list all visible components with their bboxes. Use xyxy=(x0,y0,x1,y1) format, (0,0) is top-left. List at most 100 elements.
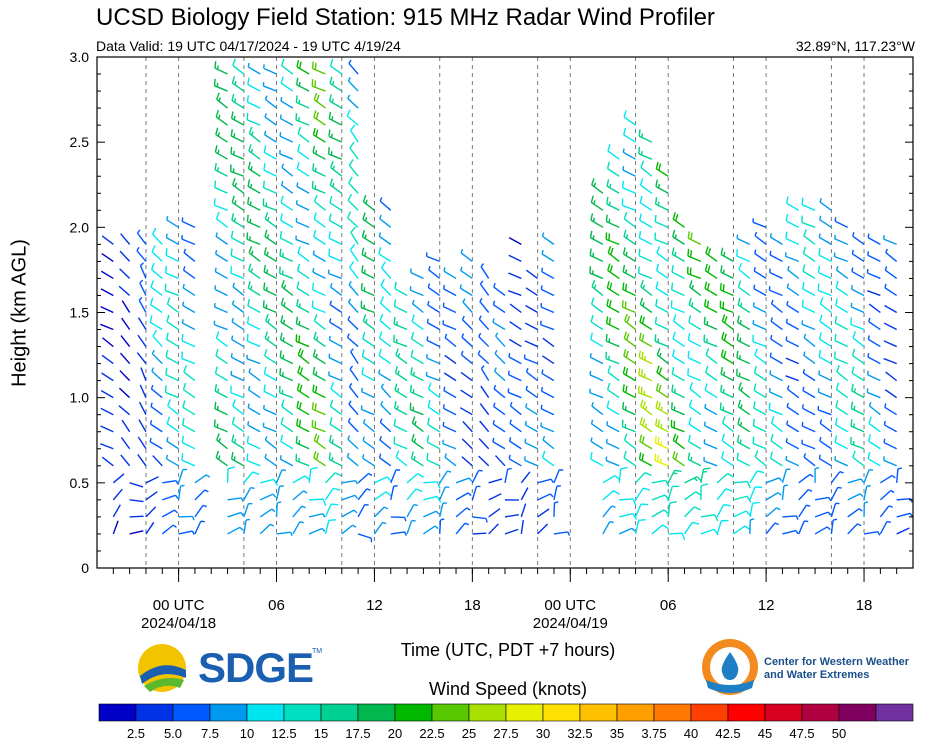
wind-barb xyxy=(537,478,552,484)
wind-barb-feather xyxy=(674,469,682,473)
legend-swatch xyxy=(283,703,322,722)
wind-barb-feather xyxy=(721,416,726,424)
wind-barb xyxy=(590,201,604,211)
wind-barb xyxy=(850,323,865,331)
wind-barb xyxy=(540,408,555,416)
wind-barb xyxy=(868,321,881,331)
wind-barb-feather xyxy=(688,315,692,323)
wind-barb-feather xyxy=(460,350,464,356)
wind-barb-feather xyxy=(591,402,594,407)
legend-label: 10 xyxy=(240,726,254,741)
wind-barb xyxy=(851,407,865,416)
wind-barb-feather xyxy=(736,434,740,443)
wind-barb-feather xyxy=(361,367,364,375)
wind-barb xyxy=(411,440,424,450)
wind-barb-feather xyxy=(348,382,353,388)
wind-barb-feather xyxy=(609,265,613,273)
wind-barb xyxy=(455,492,469,501)
wind-barb xyxy=(884,406,898,416)
wind-barb-feather xyxy=(721,433,725,441)
wind-barb-feather xyxy=(622,166,625,171)
wind-barb xyxy=(623,218,636,228)
wind-barb xyxy=(769,254,783,263)
wind-barb xyxy=(525,389,539,399)
wind-barb-feather xyxy=(656,365,660,373)
wind-barb xyxy=(781,485,785,500)
wind-barb xyxy=(312,289,326,297)
wind-barb-feather xyxy=(443,386,446,391)
wind-barb xyxy=(161,509,175,518)
wind-barb xyxy=(602,475,616,484)
wind-barb xyxy=(247,287,261,297)
wind-barb-feather xyxy=(492,437,495,442)
wind-barb xyxy=(688,441,702,450)
wind-barb-feather xyxy=(818,332,822,340)
wind-barb xyxy=(508,236,522,245)
wind-barb xyxy=(754,456,767,467)
wind-barb-feather xyxy=(814,466,820,470)
wind-barb-feather xyxy=(322,513,326,518)
wind-barb xyxy=(279,374,294,382)
wind-barb xyxy=(672,236,685,245)
wind-barb xyxy=(785,357,800,365)
wind-barb-feather xyxy=(296,182,299,187)
wind-barb-feather xyxy=(657,183,661,189)
wind-barb xyxy=(231,356,245,365)
wind-barb-feather xyxy=(165,265,168,274)
wind-barb-feather xyxy=(246,316,250,324)
wind-barb xyxy=(361,254,375,263)
wind-barb xyxy=(671,408,685,416)
wind-barb-feather xyxy=(277,501,282,504)
wind-barb-feather xyxy=(739,421,743,427)
wind-barb-feather xyxy=(311,61,314,69)
wind-barb-feather xyxy=(643,487,651,491)
wind-barb-feather xyxy=(897,467,902,470)
legend-swatch xyxy=(653,703,692,722)
wind-barb xyxy=(770,457,783,467)
wind-barb xyxy=(508,272,522,280)
wind-barb xyxy=(606,220,620,228)
wind-barb-feather xyxy=(410,367,413,375)
wind-barb xyxy=(247,305,261,314)
wind-barb xyxy=(182,424,196,433)
wind-barb xyxy=(324,487,334,501)
wind-barb xyxy=(651,494,666,501)
cw3e-water-drop-icon xyxy=(702,639,758,695)
wind-barb-feather xyxy=(379,313,384,321)
wind-barb-feather xyxy=(315,336,319,341)
wind-barb xyxy=(280,423,294,433)
wind-barb xyxy=(118,387,131,399)
wind-barb xyxy=(493,286,506,297)
wind-barb xyxy=(439,470,448,484)
wind-barb-feather xyxy=(175,480,179,485)
wind-barb-feather xyxy=(347,94,351,99)
wind-barb-feather xyxy=(774,522,779,526)
legend-swatch xyxy=(875,703,914,722)
legend-swatch xyxy=(542,703,581,722)
wind-barb xyxy=(138,401,147,416)
wind-barb xyxy=(426,375,440,382)
wind-barb-feather xyxy=(316,435,320,443)
wind-barb-feather xyxy=(413,455,416,461)
wind-barb-feather xyxy=(311,402,314,410)
wind-barb xyxy=(801,221,816,228)
wind-barb xyxy=(494,455,506,467)
wind-barb xyxy=(231,219,245,228)
wind-barb-feather xyxy=(589,452,593,460)
wind-barb-feather xyxy=(495,332,499,337)
wind-barb-feather xyxy=(181,435,185,443)
wind-barb-feather xyxy=(753,401,756,409)
wind-barb xyxy=(618,468,622,483)
wind-barb-feather xyxy=(182,283,185,289)
wind-barb-feather xyxy=(362,418,366,424)
wind-barb-feather xyxy=(234,182,238,187)
wind-barb-feather xyxy=(385,491,392,497)
wind-barb xyxy=(231,237,245,245)
wind-barb-feather xyxy=(720,247,724,255)
wind-barb-feather xyxy=(740,386,744,392)
wind-barb xyxy=(328,374,343,382)
wind-barb-feather xyxy=(246,214,249,222)
wind-barb-feather xyxy=(218,97,222,102)
wind-barb-feather xyxy=(468,477,473,482)
sdge-logo: SDGE TM xyxy=(136,640,326,696)
